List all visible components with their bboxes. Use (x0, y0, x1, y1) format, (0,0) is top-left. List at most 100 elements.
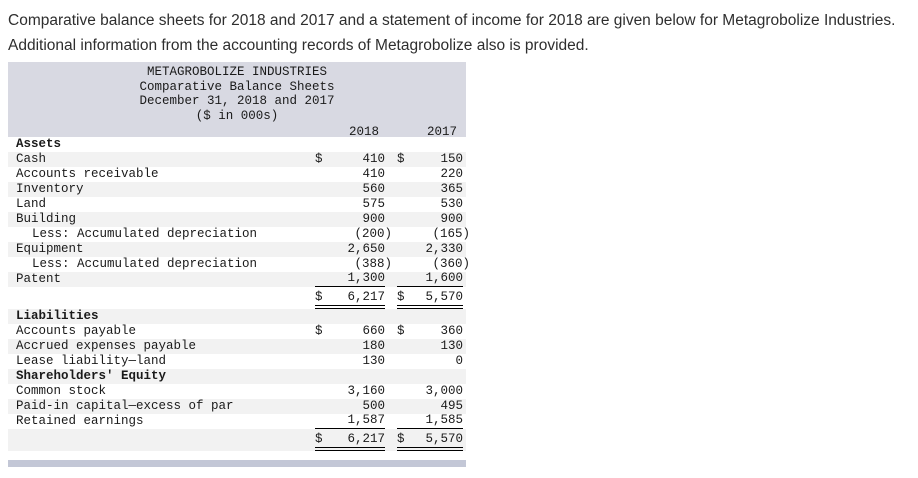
value-2018: 2,650 (347, 242, 385, 256)
value-2018: 1,587 (347, 413, 385, 427)
row-label: Land (16, 197, 47, 211)
value-2017-cell: 130 (397, 339, 463, 354)
value-2017-cell (397, 137, 463, 152)
balance-sheet-row: $6,217 $5,570 (8, 429, 466, 451)
value-2017: 495 (440, 399, 463, 413)
balance-sheet-row: Accounts payable $660 $360 (8, 324, 466, 339)
value-2018-cell: 1,587 (315, 413, 385, 429)
balance-sheet-row: Less: Accumulated depreciation (388) (360) (8, 257, 470, 272)
row-label: Assets (16, 137, 62, 151)
value-2017: (165) (432, 227, 470, 241)
row-label: Shareholders' Equity (16, 369, 167, 383)
value-2017-cell: $5,570 (397, 432, 463, 451)
bottom-divider-bar (8, 460, 466, 467)
value-2017: 2,330 (425, 242, 463, 256)
balance-sheet-row: Lease liability—land 130 0 (8, 354, 466, 369)
balance-sheet-row: Accrued expenses payable 180 130 (8, 339, 466, 354)
balance-sheet-table: METAGROBOLIZE INDUSTRIES Comparative Bal… (8, 62, 470, 451)
currency-symbol: $ (397, 152, 405, 166)
value-2018-cell: 130 (315, 354, 385, 369)
balance-sheet-row: Paid-in capital—excess of par 500 495 (8, 399, 466, 414)
column-headers: 2018 2017 (8, 125, 466, 140)
value-2017-cell: 900 (397, 212, 463, 227)
balance-sheet-row: Accounts receivable 410 220 (8, 167, 466, 182)
value-2018-cell: (200) (315, 227, 392, 242)
balance-sheet-row: Liabilities (8, 309, 466, 324)
row-label: Accrued expenses payable (16, 339, 197, 353)
currency-symbol: $ (315, 290, 323, 304)
value-2018-cell (315, 369, 385, 384)
value-2017-cell (397, 309, 463, 324)
value-2018: 3,160 (347, 384, 385, 398)
balance-sheet-row: Retained earnings 1,587 1,585 (8, 413, 466, 429)
balance-sheet-rows: Assets Cash $410 $150 Accounts receivable 410… (8, 137, 470, 451)
value-2018-cell: 410 (315, 167, 385, 182)
value-2018: 180 (362, 339, 385, 353)
value-2017-cell: 220 (397, 167, 463, 182)
row-label: Cash (16, 152, 47, 166)
value-2018: 410 (362, 152, 385, 166)
value-2017-cell: (360) (397, 257, 470, 272)
row-label: Less: Accumulated depreciation (32, 227, 258, 241)
balance-sheet-row: Less: Accumulated depreciation (200) (165) (8, 227, 470, 242)
value-2017: 900 (440, 212, 463, 226)
value-2018-cell: $6,217 (315, 432, 385, 451)
value-2017-cell: 3,000 (397, 384, 463, 399)
value-2017-cell: (165) (397, 227, 470, 242)
balance-sheet-row: Cash $410 $150 (8, 152, 466, 167)
value-2017: 1,585 (425, 413, 463, 427)
row-label: Liabilities (16, 309, 99, 323)
value-2018: 900 (362, 212, 385, 226)
value-2018-cell: 575 (315, 197, 385, 212)
value-2018: 500 (362, 399, 385, 413)
value-2017: 5,570 (425, 432, 463, 446)
balance-sheet-row: Shareholders' Equity (8, 369, 466, 384)
intro-line-2: Additional information from the accounti… (8, 37, 589, 54)
row-label: Equipment (16, 242, 84, 256)
value-2018: 6,217 (347, 432, 385, 446)
value-2017-cell: $5,570 (397, 290, 463, 309)
value-2018-cell: 500 (315, 399, 385, 414)
balance-sheet-row: Assets (8, 137, 466, 152)
value-2017: 130 (440, 339, 463, 353)
value-2017-cell: 530 (397, 197, 463, 212)
value-2018-cell: $6,217 (315, 290, 385, 309)
currency-symbol: $ (315, 152, 323, 166)
value-2018-cell (315, 137, 385, 152)
row-label: Patent (16, 272, 62, 286)
value-2017: 530 (440, 197, 463, 211)
value-2018-cell: 2,650 (315, 242, 385, 257)
value-2018: 660 (362, 324, 385, 338)
currency-symbol: $ (315, 324, 323, 338)
value-2017: 365 (440, 182, 463, 196)
row-label: Building (16, 212, 77, 226)
value-2018-cell: 560 (315, 182, 385, 197)
value-2018-cell: $410 (315, 152, 385, 167)
balance-sheet-row: Land 575 530 (8, 197, 466, 212)
value-2017-cell: 495 (397, 399, 463, 414)
value-2017: (360) (432, 257, 470, 271)
value-2017-cell: 2,330 (397, 242, 463, 257)
balance-sheet-row: Equipment 2,650 2,330 (8, 242, 466, 257)
value-2017: 220 (440, 167, 463, 181)
row-label: Common stock (16, 384, 107, 398)
value-2018: 410 (362, 167, 385, 181)
intro-paragraph: Comparative balance sheets for 2018 and … (0, 0, 918, 58)
value-2018: (200) (354, 227, 392, 241)
value-2018-cell: (388) (315, 257, 392, 272)
value-2017: 5,570 (425, 290, 463, 304)
value-2018-cell: 180 (315, 339, 385, 354)
value-2017: 360 (440, 324, 463, 338)
value-2018-cell (315, 309, 385, 324)
balance-sheet-row: Inventory 560 365 (8, 182, 466, 197)
value-2018-cell: $660 (315, 324, 385, 339)
row-label: Inventory (16, 182, 84, 196)
balance-sheet-row: Building 900 900 (8, 212, 466, 227)
value-2018: (388) (354, 257, 392, 271)
balance-sheet-row: Common stock 3,160 3,000 (8, 384, 466, 399)
value-2017: 3,000 (425, 384, 463, 398)
currency-symbol: $ (397, 432, 405, 446)
row-label: Accounts payable (16, 324, 137, 338)
value-2017: 0 (455, 354, 463, 368)
